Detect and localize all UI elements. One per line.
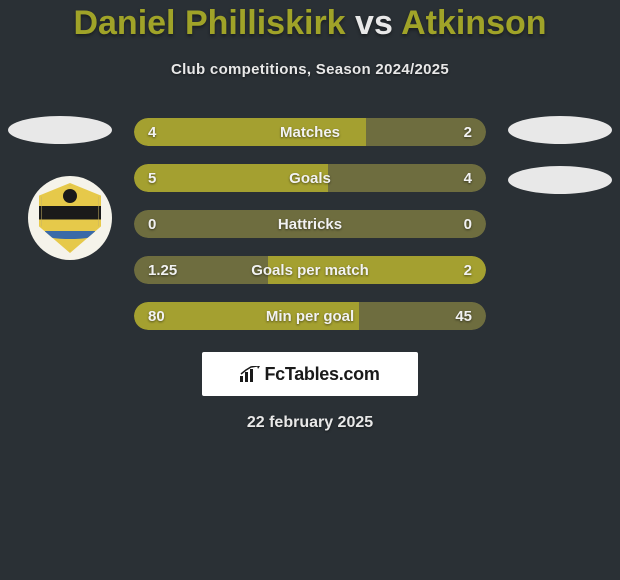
stat-row: 5 4 Goals [134, 164, 486, 192]
date-text: 22 february 2025 [247, 414, 373, 432]
stat-value-right: 2 [464, 124, 472, 141]
stat-row: 4 2 Matches [134, 118, 486, 146]
vs-text: vs [355, 4, 393, 42]
stat-label: Goals [289, 170, 331, 187]
stat-label: Matches [280, 124, 340, 141]
club-shield-icon [39, 183, 101, 253]
player1-name: Daniel Philliskirk [73, 4, 345, 42]
left-avatar-placeholder [8, 116, 112, 144]
stats-area: 4 2 Matches 5 4 Goals 0 0 Hattricks 1.25 2 Goals pe… [0, 118, 620, 330]
stat-value-right: 4 [464, 170, 472, 187]
stat-value-left: 1.25 [148, 262, 177, 279]
brand-box[interactable]: FcTables.com [202, 352, 418, 396]
stat-bar-right [328, 164, 486, 192]
right-avatar-placeholder-2 [508, 166, 612, 194]
right-avatar-placeholder-1 [508, 116, 612, 144]
stat-label: Goals per match [251, 262, 369, 279]
club-badge [28, 176, 112, 260]
stat-row: 1.25 2 Goals per match [134, 256, 486, 284]
stat-value-left: 5 [148, 170, 156, 187]
stat-value-right: 2 [464, 262, 472, 279]
stat-value-left: 4 [148, 124, 156, 141]
stat-value-left: 0 [148, 216, 156, 233]
subtitle: Club competitions, Season 2024/2025 [171, 61, 449, 78]
brand-text: FcTables.com [264, 364, 379, 385]
page-title: Daniel Philliskirk vs Atkinson [73, 4, 546, 43]
player2-name: Atkinson [401, 4, 546, 42]
stat-label: Hattricks [278, 216, 342, 233]
stat-value-left: 80 [148, 308, 165, 325]
chart-icon [240, 366, 260, 382]
stat-row: 0 0 Hattricks [134, 210, 486, 238]
stat-row: 80 45 Min per goal [134, 302, 486, 330]
stat-value-right: 0 [464, 216, 472, 233]
stat-label: Min per goal [266, 308, 354, 325]
stat-value-right: 45 [455, 308, 472, 325]
comparison-card: Daniel Philliskirk vs Atkinson Club comp… [0, 0, 620, 432]
